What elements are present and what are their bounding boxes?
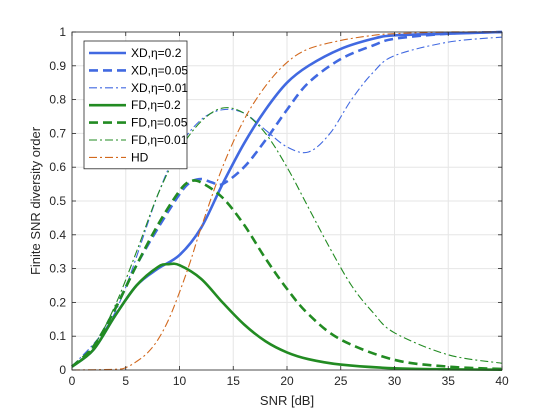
x-tick-label: 10 [173, 374, 187, 388]
y-tick-label: 0.9 [49, 59, 66, 73]
legend-label-1: XD,η=0.05 [131, 63, 188, 77]
series-line-5 [71, 107, 503, 368]
x-tick-label: 5 [122, 374, 129, 388]
legend-label-3: FD,η=0.2 [131, 98, 181, 112]
legend: XD,η=0.2 XD,η=0.05 XD,η=0.01 FD,η=0.2 FD,η=0… [83, 40, 188, 170]
ticks: 0 5 10 15 20 25 30 35 40 0 0.1 0.2 0.3 0.4 0.5 0.6 0.7 0.… [49, 25, 509, 388]
y-tick-label: 0.4 [49, 228, 66, 242]
y-tick-label: 0.8 [49, 93, 66, 107]
y-tick-label: 0.5 [49, 194, 66, 208]
y-tick-label: 0 [59, 363, 66, 377]
legend-label-0: XD,η=0.2 [131, 46, 182, 60]
y-tick-label: 0.2 [49, 295, 66, 309]
x-tick-label: 0 [69, 374, 76, 388]
series-line-1 [71, 30, 503, 368]
legend-label-6: HD [131, 150, 149, 164]
y-tick-label: 0.7 [49, 126, 66, 140]
series-line-3 [71, 262, 503, 371]
x-tick-label: 35 [442, 374, 456, 388]
y-tick-label: 1 [59, 25, 66, 39]
y-tick-label: 0.1 [49, 329, 66, 343]
x-tick-label: 30 [388, 374, 402, 388]
legend-label-4: FD,η=0.05 [131, 116, 188, 130]
y-tick-label: 0.6 [49, 160, 66, 174]
y-tick-label: 0.3 [49, 262, 66, 276]
x-tick-label: 20 [280, 374, 294, 388]
x-axis-label: SNR [dB] [260, 393, 314, 408]
y-axis-label: Finite SNR diversity order [28, 126, 43, 275]
series-line-4 [71, 179, 503, 371]
series-layer [71, 30, 503, 371]
series-line-6 [71, 31, 503, 371]
x-tick-label: 15 [227, 374, 241, 388]
x-tick-label: 25 [334, 374, 348, 388]
legend-label-5: FD,η=0.01 [131, 133, 188, 147]
legend-label-2: XD,η=0.01 [131, 81, 188, 95]
x-tick-label: 40 [495, 374, 509, 388]
